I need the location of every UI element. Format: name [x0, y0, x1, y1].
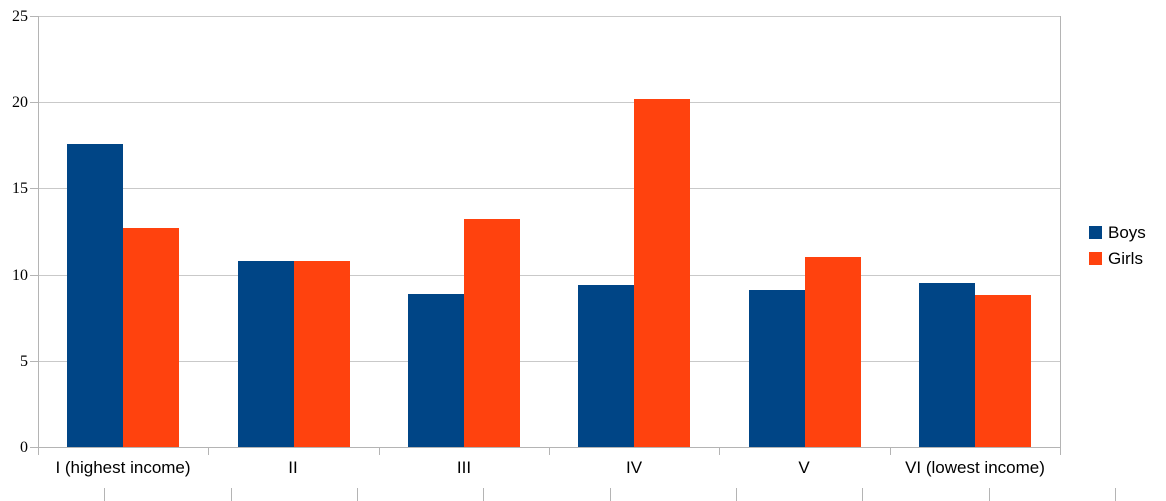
bar-girls-4	[634, 99, 690, 447]
y-gridline	[38, 361, 1060, 362]
y-axis-label: 20	[12, 93, 28, 111]
legend-item-boys: Boys	[1089, 224, 1146, 241]
x-axis-label: I (highest income)	[55, 458, 191, 477]
square-swatch-icon	[1089, 252, 1102, 265]
bar-girls-3	[464, 219, 520, 447]
background-gridline-tick	[1115, 488, 1116, 501]
y-axis-label: 25	[12, 7, 28, 25]
legend-item-girls: Girls	[1089, 250, 1146, 267]
y-axis-tick	[30, 361, 38, 362]
bar-boys-2	[238, 261, 294, 447]
y-axis-tick	[30, 188, 38, 189]
x-axis-tick	[208, 447, 209, 455]
y-axis-tick	[30, 447, 38, 448]
background-gridline-tick	[483, 488, 484, 501]
y-axis-label: 0	[20, 438, 28, 456]
bar-boys-6	[919, 283, 975, 447]
y-axis-label: 5	[20, 352, 28, 370]
y-axis-label: 10	[12, 266, 28, 284]
x-axis-label: VI (lowest income)	[905, 458, 1045, 477]
background-gridline-tick	[610, 488, 611, 501]
x-axis-tick	[890, 447, 891, 455]
background-gridline-tick	[736, 488, 737, 501]
y-axis-line	[38, 16, 39, 447]
x-axis-tick	[38, 447, 39, 455]
x-axis-label: IV	[625, 458, 643, 477]
bar-boys-1	[67, 144, 123, 447]
x-axis-tick	[719, 447, 720, 455]
bar-boys-4	[578, 285, 634, 447]
bar-boys-5	[749, 290, 805, 447]
x-axis-label: III	[456, 458, 472, 477]
bar-girls-1	[123, 228, 179, 447]
legend-label: Girls	[1108, 249, 1143, 268]
x-axis-tick	[379, 447, 380, 455]
y-gridline	[38, 275, 1060, 276]
y-axis-tick	[30, 16, 38, 17]
legend-label: Boys	[1108, 223, 1146, 242]
x-axis-tick	[1060, 447, 1061, 455]
y-gridline	[38, 102, 1060, 103]
chart-legend: Boys Girls	[1089, 224, 1146, 267]
background-gridline-tick	[231, 488, 232, 501]
background-gridline-tick	[862, 488, 863, 501]
y-gridline	[38, 16, 1060, 17]
bar-girls-5	[805, 257, 861, 447]
background-gridline-tick	[357, 488, 358, 501]
y-axis-tick	[30, 102, 38, 103]
square-swatch-icon	[1089, 226, 1102, 239]
bar-boys-3	[408, 294, 464, 447]
y-axis-tick	[30, 275, 38, 276]
bar-girls-2	[294, 261, 350, 447]
plot-right-border	[1060, 16, 1061, 447]
x-axis-label: II	[288, 458, 298, 477]
background-gridline-tick	[989, 488, 990, 501]
y-axis-label: 15	[12, 179, 28, 197]
y-gridline	[38, 188, 1060, 189]
x-axis-label: V	[798, 458, 810, 477]
x-axis-tick	[549, 447, 550, 455]
bar-girls-6	[975, 295, 1031, 447]
background-gridline-tick	[104, 488, 105, 501]
